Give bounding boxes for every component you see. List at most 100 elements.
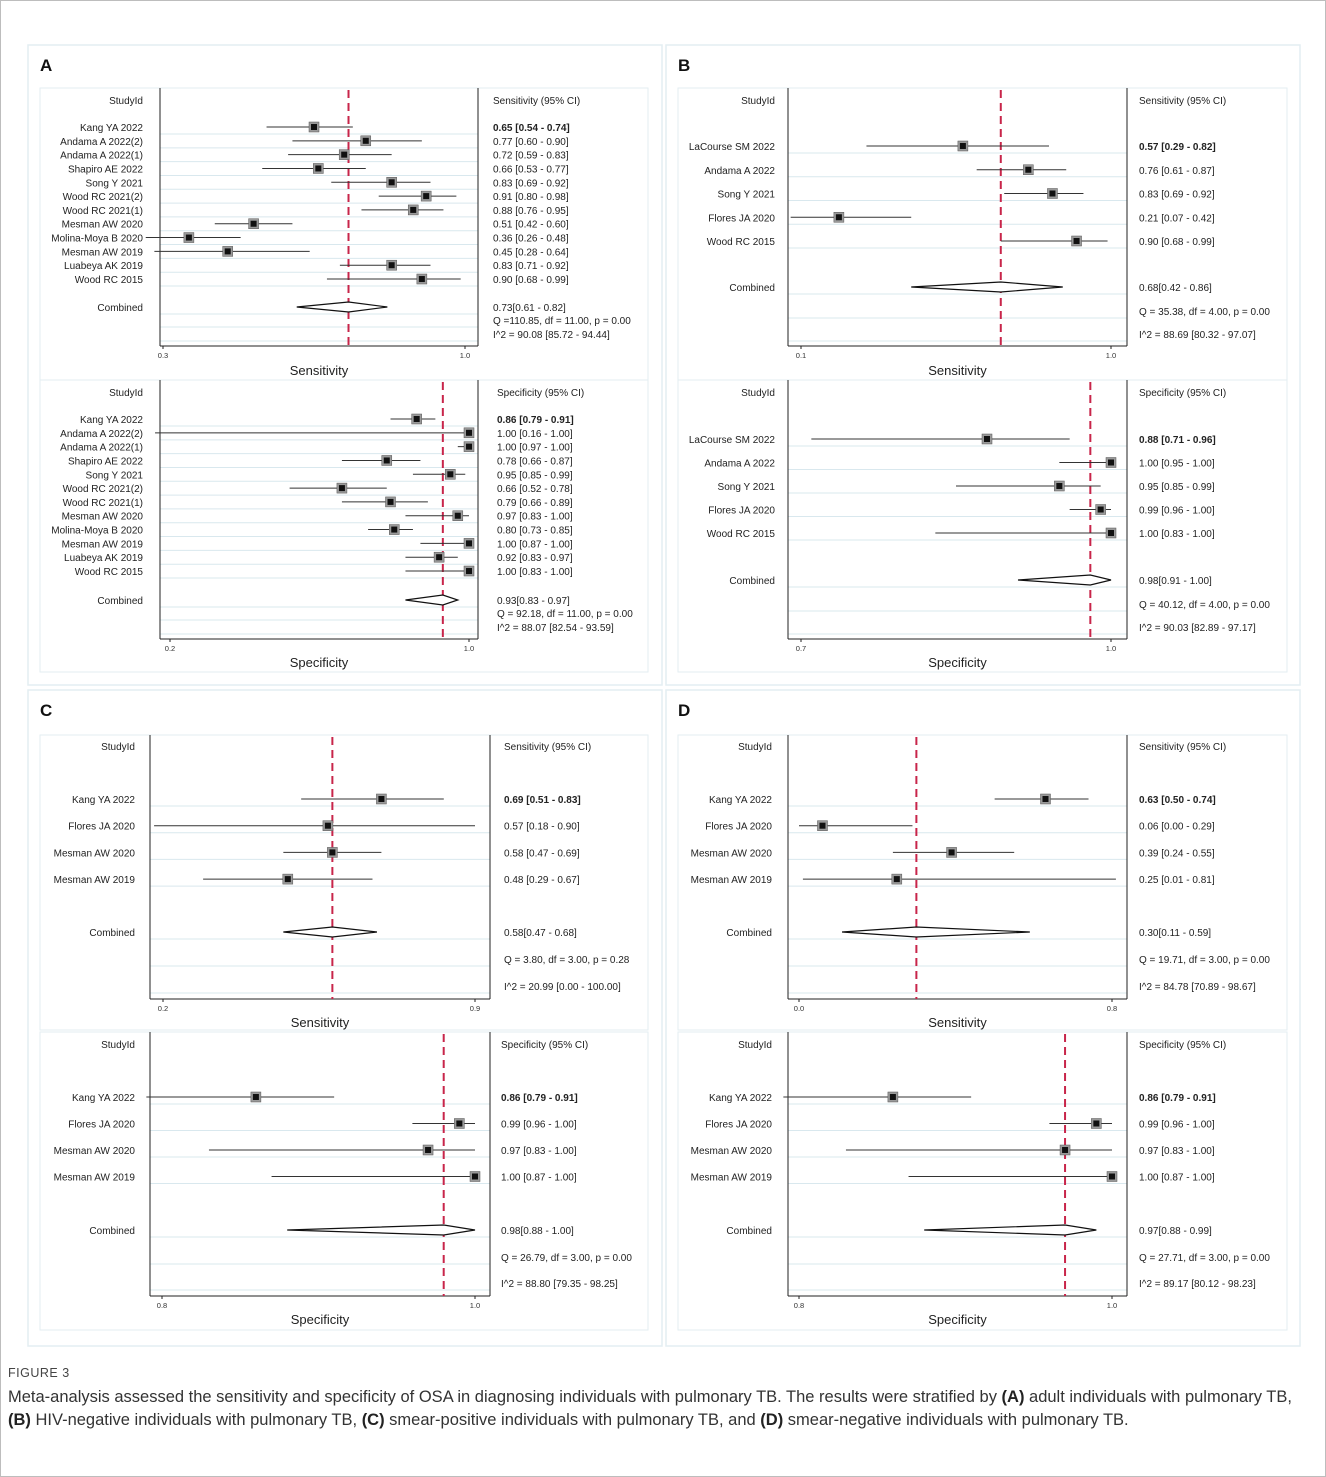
x-tick-label: 1.0 bbox=[460, 351, 470, 360]
study-ci-text: 0.36 [0.26 - 0.48] bbox=[493, 234, 569, 245]
study-name: LaCourse SM 2022 bbox=[689, 142, 776, 153]
point-estimate bbox=[413, 416, 420, 422]
heterogeneity-i2: I^2 = 89.17 [80.12 - 98.23] bbox=[1139, 1279, 1256, 1290]
study-ci-text: 0.25 [0.01 - 0.81] bbox=[1139, 875, 1215, 886]
study-name: Song Y 2021 bbox=[86, 470, 144, 481]
point-estimate bbox=[418, 276, 425, 283]
x-axis-label: Specificity bbox=[291, 1312, 350, 1327]
combined-ci-text: 0.73[0.61 - 0.82] bbox=[493, 303, 566, 314]
heterogeneity-q: Q = 27.71, df = 3.00, p = 0.00 bbox=[1139, 1253, 1270, 1264]
study-name: Andama A 2022 bbox=[704, 166, 775, 177]
study-name: Wood RC 2015 bbox=[707, 237, 776, 248]
ci-header: Specificity (95% CI) bbox=[1139, 1040, 1226, 1051]
point-estimate bbox=[447, 471, 454, 478]
studyid-header: StudyId bbox=[109, 388, 143, 399]
study-ci-text: 0.66 [0.52 - 0.78] bbox=[497, 484, 573, 495]
plot-box bbox=[39, 734, 649, 1031]
study-ci-text: 0.88 [0.76 - 0.95] bbox=[493, 206, 569, 217]
point-estimate bbox=[252, 1094, 259, 1100]
study-name: LaCourse SM 2022 bbox=[689, 435, 776, 446]
study-ci-text: 1.00 [0.87 - 1.00] bbox=[1139, 1173, 1215, 1184]
plot-box bbox=[39, 379, 649, 673]
ci-header: Sensitivity (95% CI) bbox=[1139, 96, 1226, 107]
forest-plot-d-sensitivity: StudyId Sensitivity (95% CI) Kang YA 2022 0… bbox=[677, 734, 1288, 1031]
heterogeneity-q: Q = 26.79, df = 3.00, p = 0.00 bbox=[501, 1253, 632, 1264]
study-ci-text: 0.86 [0.79 - 0.91] bbox=[501, 1093, 578, 1104]
point-estimate bbox=[1108, 459, 1114, 466]
study-name: Mesman AW 2019 bbox=[691, 875, 773, 886]
point-estimate bbox=[185, 234, 192, 241]
x-tick-label: 1.0 bbox=[470, 1301, 480, 1310]
studyid-header: StudyId bbox=[738, 1040, 772, 1051]
point-estimate bbox=[1109, 1173, 1115, 1180]
study-name: Flores JA 2020 bbox=[705, 1120, 772, 1131]
panel-letter: D bbox=[678, 701, 690, 720]
studyid-header: StudyId bbox=[741, 388, 775, 399]
caption-segment: smear-negative individuals with pulmonar… bbox=[783, 1411, 1129, 1429]
study-name: Mesman AW 2020 bbox=[691, 848, 773, 859]
plot-box bbox=[39, 87, 649, 381]
point-estimate bbox=[338, 485, 345, 492]
forest-panels: A B C D StudyId Sensitivity (95% CI) Kang YA 2… bbox=[27, 44, 1301, 1347]
study-ci-text: 0.72 [0.59 - 0.83] bbox=[493, 151, 569, 162]
study-ci-text: 0.83 [0.71 - 0.92] bbox=[493, 261, 569, 272]
study-name: Andama A 2022(2) bbox=[60, 429, 143, 440]
point-estimate bbox=[466, 568, 472, 575]
point-estimate bbox=[984, 436, 990, 442]
study-ci-text: 0.76 [0.61 - 0.87] bbox=[1139, 166, 1215, 177]
x-tick-label: 0.8 bbox=[794, 1301, 804, 1310]
x-tick-label: 0.2 bbox=[158, 1004, 168, 1013]
point-estimate bbox=[819, 822, 826, 829]
heterogeneity-i2: I^2 = 84.78 [70.89 - 98.67] bbox=[1139, 982, 1256, 993]
point-estimate bbox=[224, 248, 231, 255]
x-tick-label: 0.1 bbox=[796, 351, 806, 360]
study-name: Mesman AW 2020 bbox=[54, 1146, 136, 1157]
study-name: Kang YA 2022 bbox=[709, 1093, 772, 1104]
x-tick-label: 0.7 bbox=[796, 644, 806, 653]
combined-label: Combined bbox=[726, 928, 772, 939]
study-ci-text: 0.92 [0.83 - 0.97] bbox=[497, 553, 573, 564]
x-axis-label: Sensitivity bbox=[290, 363, 349, 378]
x-tick-label: 1.0 bbox=[464, 644, 474, 653]
combined-label: Combined bbox=[729, 283, 775, 294]
heterogeneity-q: Q =110.85, df = 11.00, p = 0.00 bbox=[493, 316, 631, 327]
study-name: Andama A 2022(2) bbox=[60, 137, 143, 148]
combined-diamond bbox=[405, 594, 460, 606]
study-ci-text: 1.00 [0.83 - 1.00] bbox=[1139, 529, 1215, 540]
study-name: Mesman AW 2020 bbox=[54, 848, 136, 859]
study-ci-text: 1.00 [0.95 - 1.00] bbox=[1139, 459, 1215, 470]
study-name: Song Y 2021 bbox=[718, 190, 776, 201]
point-estimate bbox=[466, 429, 472, 436]
x-tick-label: 1.0 bbox=[1106, 644, 1116, 653]
ci-header: Specificity (95% CI) bbox=[497, 388, 584, 399]
study-ci-text: 0.86 [0.79 - 0.91] bbox=[1139, 1093, 1216, 1104]
study-name: Andama A 2022(1) bbox=[60, 443, 143, 454]
point-estimate bbox=[456, 1120, 463, 1127]
forest-plot-b-sensitivity: StudyId Sensitivity (95% CI) LaCourse SM 2… bbox=[677, 87, 1288, 381]
combined-label: Combined bbox=[726, 1226, 772, 1237]
heterogeneity-i2: I^2 = 88.80 [79.35 - 98.25] bbox=[501, 1279, 618, 1290]
study-name: Kang YA 2022 bbox=[72, 1093, 135, 1104]
study-ci-text: 0.95 [0.85 - 0.99] bbox=[1139, 482, 1215, 493]
point-estimate bbox=[378, 796, 385, 802]
heterogeneity-q: Q = 3.80, df = 3.00, p = 0.28 bbox=[504, 955, 630, 966]
study-ci-text: 0.58 [0.47 - 0.69] bbox=[504, 848, 580, 859]
point-estimate bbox=[341, 151, 348, 158]
study-name: Flores JA 2020 bbox=[68, 1120, 135, 1131]
x-tick-label: 0.9 bbox=[470, 1004, 480, 1013]
study-name: Mesman AW 2019 bbox=[54, 875, 136, 886]
combined-ci-text: 0.98[0.91 - 1.00] bbox=[1139, 576, 1212, 587]
panel-letter: B bbox=[678, 56, 690, 75]
ci-header: Specificity (95% CI) bbox=[501, 1040, 588, 1051]
study-name: Wood RC 2015 bbox=[75, 275, 144, 286]
study-ci-text: 0.97 [0.83 - 1.00] bbox=[1139, 1146, 1215, 1157]
point-estimate bbox=[436, 554, 443, 561]
x-axis-label: Sensitivity bbox=[928, 363, 987, 378]
heterogeneity-q: Q = 19.71, df = 3.00, p = 0.00 bbox=[1139, 955, 1270, 966]
combined-ci-text: 0.30[0.11 - 0.59] bbox=[1139, 928, 1211, 939]
ci-header: Sensitivity (95% CI) bbox=[1139, 742, 1226, 753]
study-name: Wood RC 2015 bbox=[707, 529, 776, 540]
study-name: Kang YA 2022 bbox=[80, 415, 143, 426]
combined-diamond bbox=[1017, 574, 1112, 586]
study-ci-text: 0.99 [0.96 - 1.00] bbox=[501, 1120, 577, 1131]
